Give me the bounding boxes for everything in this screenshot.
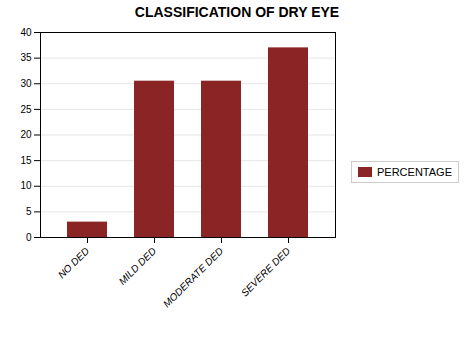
html-text:PERCENTAGE: PERCENTAGE: [377, 166, 452, 178]
svg-text:40: 40: [20, 27, 32, 38]
svg-text:25: 25: [20, 104, 32, 115]
svg-text:35: 35: [20, 52, 32, 63]
svg-text:SEVERE DED: SEVERE DED: [239, 245, 292, 298]
svg-text:MILD DED: MILD DED: [117, 245, 159, 287]
svg-text:5: 5: [26, 206, 32, 217]
svg-text:15: 15: [20, 155, 32, 166]
svg-text:NO DED: NO DED: [56, 245, 91, 280]
svg-text:MODERATE DED: MODERATE DED: [161, 245, 225, 309]
svg-text:10: 10: [20, 180, 32, 191]
svg-text:0: 0: [26, 232, 32, 243]
svg-text:30: 30: [20, 78, 32, 89]
svg-text:20: 20: [20, 129, 32, 140]
html-text:CLASSIFICATION OF DRY EYE: CLASSIFICATION OF DRY EYE: [134, 4, 340, 20]
